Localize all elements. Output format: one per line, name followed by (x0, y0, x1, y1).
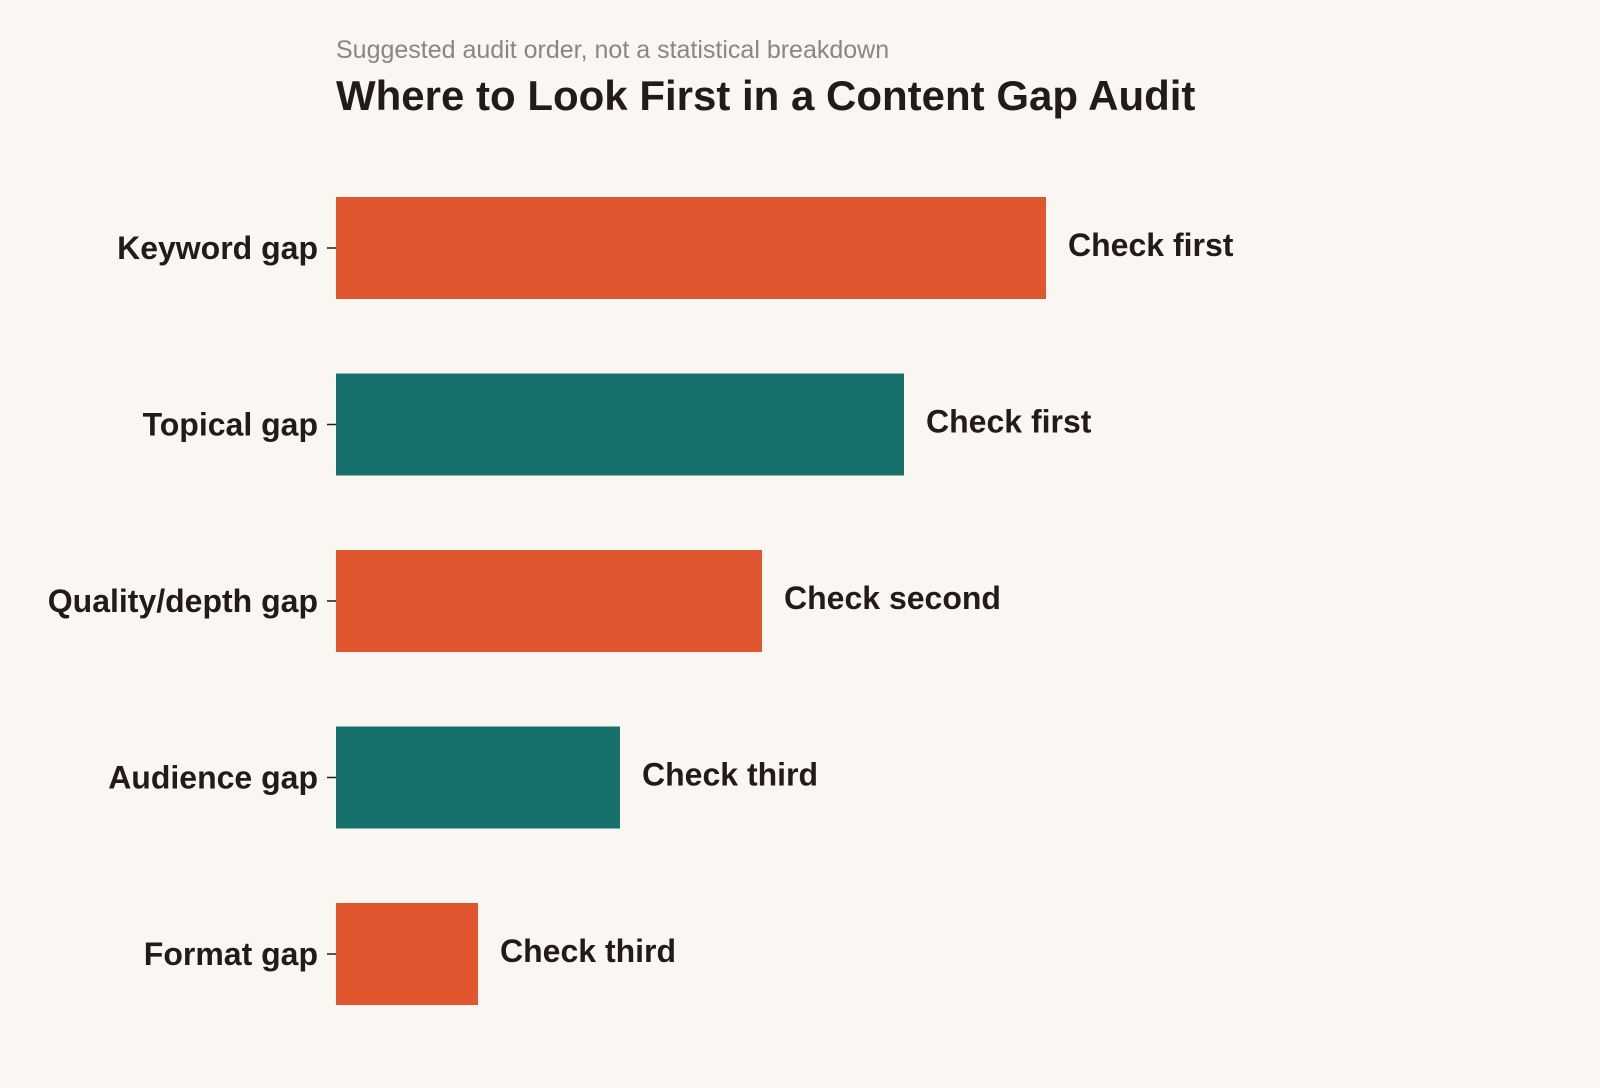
chart-title: Where to Look First in a Content Gap Aud… (336, 72, 1196, 119)
y-tick-label: Audience gap (108, 760, 318, 796)
bar-data-label: Check second (784, 580, 1001, 616)
y-tick-label: Quality/depth gap (48, 583, 318, 619)
bar-topical-gap (336, 373, 904, 476)
y-tick-label: Format gap (144, 936, 318, 972)
chart-subtitle: Suggested audit order, not a statistical… (336, 36, 890, 64)
bar-quality-depth-gap (336, 550, 762, 652)
bar-data-label: Check first (1068, 227, 1234, 263)
y-tick-label: Keyword gap (117, 230, 318, 266)
bar-keyword-gap (336, 197, 1046, 299)
bar-data-label: Check third (642, 757, 818, 793)
bar-audience-gap (336, 726, 620, 829)
bar-data-label: Check third (500, 933, 676, 969)
bar-data-label: Check first (926, 404, 1092, 440)
bar-format-gap (336, 903, 478, 1005)
y-tick-label: Topical gap (143, 407, 318, 443)
